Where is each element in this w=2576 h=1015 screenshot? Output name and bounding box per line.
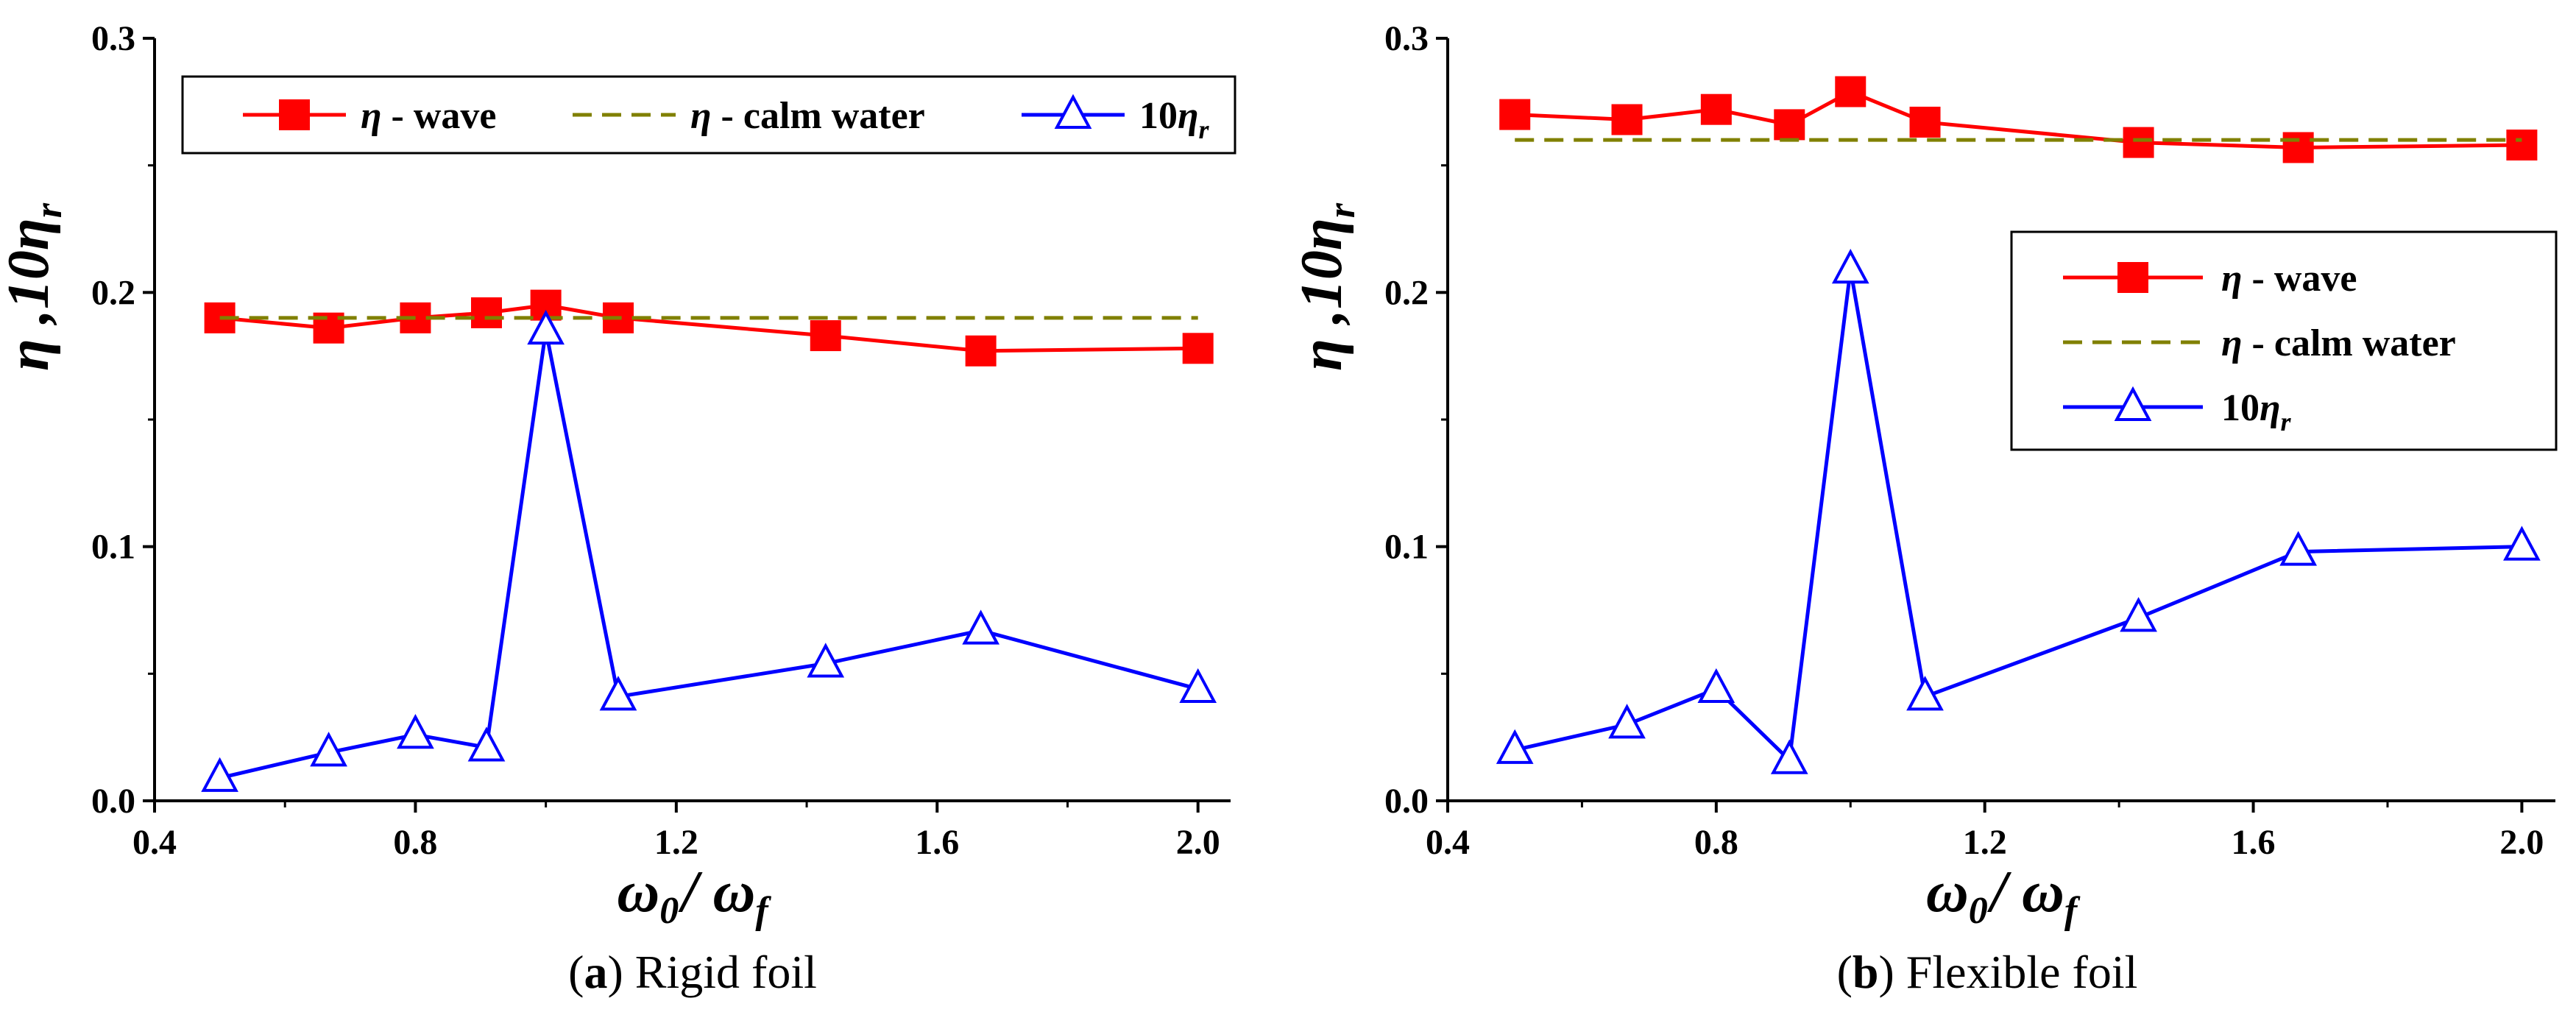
data-point-0 — [1700, 93, 1732, 125]
data-point-2 — [962, 609, 999, 645]
data-point-0 — [1774, 109, 1805, 141]
y-tick-label: 0.3 — [1384, 19, 1429, 58]
data-point-0 — [2123, 127, 2154, 158]
data-point-2 — [807, 643, 845, 678]
y-tick-label: 0.2 — [1384, 273, 1429, 312]
y-tick-label: 0.0 — [1384, 782, 1429, 821]
data-point-2 — [1770, 739, 1808, 774]
panel-caption: (a) Rigid foil — [568, 946, 817, 998]
chart-panel-a: 0.4 0.8 1.2 1.6 2.0 0.0 0.1 0.2 0.3 ω0/ ωf η ,10ηr… — [0, 19, 1236, 998]
x-axis-title: ω0/ ωf — [1926, 860, 2081, 932]
legend-label: η - calm water — [690, 95, 925, 137]
legend-marker — [1054, 93, 1092, 129]
data-point-0 — [1611, 104, 1643, 135]
x-tick-label: 0.4 — [132, 823, 177, 862]
x-tick-label: 0.8 — [1694, 823, 1738, 862]
y-axis-title: η ,10ηr — [1289, 202, 1363, 371]
data-point-0 — [1499, 99, 1531, 130]
data-point-2 — [1906, 676, 1944, 711]
data-point-2 — [310, 732, 347, 767]
legend-marker — [2114, 386, 2152, 421]
data-point-2 — [467, 726, 506, 762]
legend-label: η - wave — [2221, 258, 2357, 300]
legend: η - wave η - calm water 10ηr — [2010, 230, 2558, 451]
data-point-0 — [2282, 132, 2314, 163]
legend-marker — [2117, 262, 2148, 293]
chart-panel-b: 0.4 0.8 1.2 1.6 2.0 0.0 0.1 0.2 0.3 ω0/ ωf η ,10ηr… — [1289, 19, 2558, 998]
data-point-0 — [1835, 76, 1866, 107]
x-tick-label: 0.8 — [393, 823, 437, 862]
y-axis-title: η ,10ηr — [0, 202, 70, 371]
series-line-0 — [219, 303, 1198, 353]
data-point-2 — [599, 676, 637, 711]
x-axis-title: ω0/ ωf — [617, 860, 771, 932]
x-tick-label: 2.0 — [2499, 823, 2544, 862]
data-point-0 — [1182, 333, 1214, 364]
data-point-2 — [1697, 668, 1735, 704]
x-tick-label: 2.0 — [1176, 823, 1220, 862]
data-point-0 — [471, 297, 503, 328]
data-point-2 — [2120, 597, 2157, 632]
x-tick-label: 0.4 — [1426, 823, 1470, 862]
data-point-2 — [201, 757, 238, 792]
x-tick-label: 1.6 — [2232, 823, 2276, 862]
data-point-0 — [965, 335, 997, 367]
x-tick-label: 1.6 — [915, 823, 959, 862]
legend-marker — [279, 99, 310, 130]
legend-label: η - wave — [361, 95, 497, 137]
panel-caption: (b) Flexible foil — [1837, 946, 2138, 998]
data-point-2 — [2279, 531, 2318, 566]
series-line-2 — [219, 330, 1199, 780]
y-tick-label: 0.3 — [91, 19, 135, 58]
data-point-2 — [1496, 729, 1534, 764]
x-tick-label: 1.2 — [654, 823, 698, 862]
legend-label: 10ηr — [2221, 387, 2292, 436]
data-point-0 — [2506, 130, 2538, 161]
y-tick-label: 0.0 — [91, 782, 135, 821]
data-point-2 — [1179, 668, 1217, 704]
data-point-2 — [1608, 704, 1646, 739]
data-point-2 — [527, 309, 565, 345]
legend-label: 10ηr — [1139, 95, 1210, 144]
data-point-2 — [397, 713, 434, 749]
legend: η - wave η - calm water 10ηr — [181, 75, 1236, 155]
legend-label: η - calm water — [2221, 322, 2456, 364]
y-tick-label: 0.2 — [91, 273, 135, 312]
y-tick-label: 0.1 — [91, 528, 135, 567]
data-point-2 — [1831, 249, 1869, 284]
data-point-2 — [2503, 526, 2541, 561]
data-point-0 — [810, 320, 841, 352]
y-tick-label: 0.1 — [1384, 528, 1429, 567]
data-point-0 — [1909, 106, 1941, 138]
x-tick-label: 1.2 — [1963, 823, 2007, 862]
